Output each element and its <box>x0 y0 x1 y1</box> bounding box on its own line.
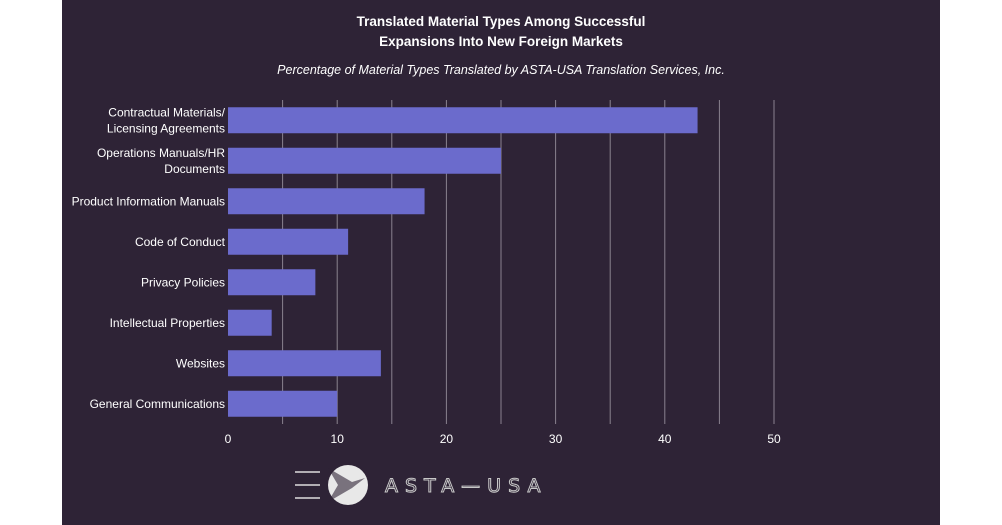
category-label: Licensing Agreements <box>107 121 225 135</box>
x-tick-label: 50 <box>767 432 781 446</box>
category-label: Intellectual Properties <box>110 316 225 330</box>
x-tick-label: 0 <box>225 432 232 446</box>
logo-text: ASTA—USA <box>385 475 548 498</box>
bar <box>228 147 501 174</box>
bar <box>228 228 349 255</box>
bar <box>228 107 698 134</box>
bar <box>228 390 338 417</box>
category-label: Contractual Materials/ <box>108 105 225 119</box>
category-label: Operations Manuals/HR <box>97 146 225 160</box>
category-label: Documents <box>164 162 225 176</box>
title-line-2: Expansions Into New Foreign Markets <box>379 34 623 49</box>
category-label: Privacy Policies <box>141 275 225 289</box>
bar <box>228 188 425 215</box>
bar <box>228 309 272 336</box>
chart-title: Translated Material Types Among Successf… <box>62 12 940 52</box>
chart-subtitle: Percentage of Material Types Translated … <box>277 63 725 77</box>
category-label: Code of Conduct <box>135 235 226 249</box>
bar <box>228 350 381 377</box>
x-tick-label: 40 <box>658 432 672 446</box>
bar <box>228 269 316 296</box>
x-tick-label: 20 <box>440 432 454 446</box>
x-tick-label: 10 <box>331 432 345 446</box>
x-tick-label: 30 <box>549 432 563 446</box>
category-label: Product Information Manuals <box>72 194 225 208</box>
category-label: General Communications <box>90 397 225 411</box>
asta-usa-logo-icon <box>295 465 368 505</box>
category-label: Websites <box>176 356 225 370</box>
title-line-1: Translated Material Types Among Successf… <box>356 14 646 29</box>
